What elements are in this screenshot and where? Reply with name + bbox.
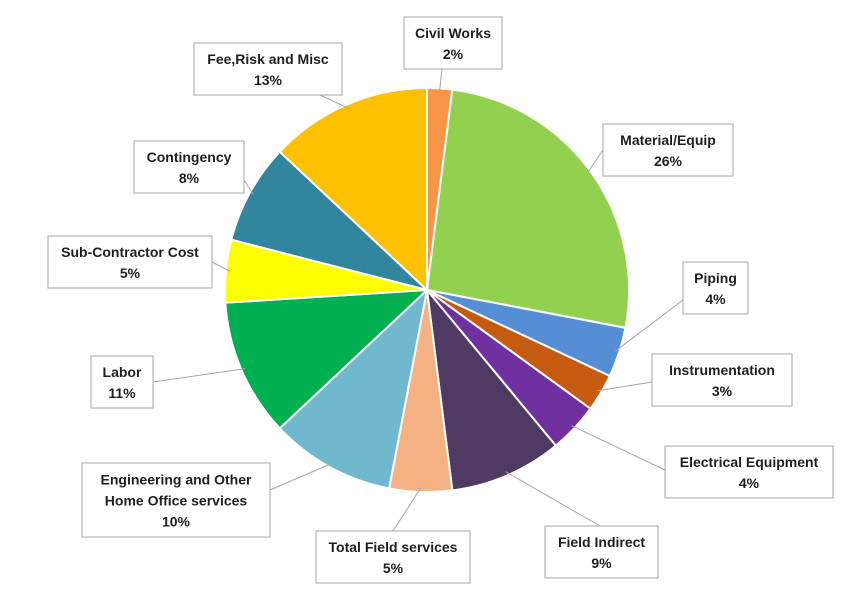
pie-slice-material-equip bbox=[425, 88, 630, 330]
leader-line bbox=[586, 149, 604, 174]
slice-label: Field Indirect bbox=[558, 534, 645, 550]
label-box bbox=[90, 355, 154, 409]
slice-percent: 2% bbox=[443, 46, 464, 62]
data-label: Engineering and Other Home Office service… bbox=[81, 462, 271, 538]
label-box bbox=[403, 16, 503, 70]
pie-slice-labor bbox=[224, 288, 430, 430]
slice-percent: 13% bbox=[254, 72, 283, 88]
leader-lines bbox=[152, 68, 684, 532]
data-labels: Civil Works 2% Material/Equip 26% Piping 4% In… bbox=[47, 16, 834, 584]
label-box bbox=[602, 123, 734, 177]
slice-label: Electrical Equipment bbox=[680, 454, 819, 470]
data-label: Total Field services 5% bbox=[315, 530, 471, 584]
leader-line bbox=[505, 471, 601, 527]
data-label: Instrumentation 3% bbox=[651, 353, 793, 407]
leader-line bbox=[597, 381, 653, 392]
leader-line bbox=[571, 425, 666, 471]
label-box bbox=[193, 42, 343, 96]
leader-line bbox=[438, 68, 443, 93]
slice-label: Total Field services bbox=[329, 539, 458, 555]
label-box bbox=[544, 525, 659, 579]
slice-percent: 5% bbox=[383, 560, 404, 576]
leader-line bbox=[243, 179, 254, 195]
label-box bbox=[81, 462, 271, 538]
leader-line bbox=[319, 94, 349, 109]
label-box bbox=[682, 261, 749, 315]
pie-slice-contingency bbox=[230, 150, 428, 291]
leader-line bbox=[152, 368, 246, 383]
pie-slice-fee-risk-and-misc bbox=[278, 86, 428, 293]
slice-percent: 8% bbox=[179, 170, 200, 186]
data-label: Labor 11% bbox=[90, 355, 154, 409]
data-label: Electrical Equipment 4% bbox=[664, 445, 834, 499]
data-label: Field Indirect 9% bbox=[544, 525, 659, 579]
data-label: Material/Equip 26% bbox=[602, 123, 734, 177]
slice-label: Material/Equip bbox=[620, 132, 716, 148]
pie-slices bbox=[224, 86, 630, 493]
slice-percent: 9% bbox=[591, 555, 612, 571]
leader-line bbox=[392, 487, 422, 532]
slice-label: Sub-Contractor Cost bbox=[61, 244, 199, 260]
data-label: Fee,Risk and Misc 13% bbox=[193, 42, 343, 96]
label-box bbox=[651, 353, 793, 407]
label-box bbox=[315, 530, 471, 584]
data-label: Contingency 8% bbox=[133, 140, 245, 194]
slice-label: Civil Works bbox=[415, 25, 491, 41]
slice-percent: 5% bbox=[120, 265, 141, 281]
slice-label: Engineering and Other bbox=[101, 472, 252, 488]
label-box bbox=[47, 235, 213, 289]
slice-percent: 26% bbox=[654, 153, 683, 169]
slice-label: Labor bbox=[103, 364, 142, 380]
slice-label: Contingency bbox=[147, 149, 232, 165]
pie-slice-engineering-and-other-home-office-services bbox=[278, 287, 429, 490]
data-label: Piping 4% bbox=[682, 261, 749, 315]
leader-line bbox=[211, 261, 231, 272]
slice-percent: 4% bbox=[739, 475, 760, 491]
slice-percent: 3% bbox=[712, 383, 733, 399]
slice-label: Instrumentation bbox=[669, 362, 775, 378]
slice-percent: 11% bbox=[108, 385, 136, 401]
pie-slice-field-indirect bbox=[425, 286, 558, 492]
slice-label: Piping bbox=[694, 270, 737, 286]
leader-line bbox=[269, 463, 332, 491]
slice-label: Home Office services bbox=[105, 493, 248, 509]
label-box bbox=[664, 445, 834, 499]
leader-line bbox=[615, 299, 684, 352]
data-label: Sub-Contractor Cost 5% bbox=[47, 235, 213, 289]
slice-percent: 4% bbox=[705, 291, 726, 307]
label-box bbox=[133, 140, 245, 194]
slice-label: Fee,Risk and Misc bbox=[207, 51, 329, 67]
slice-percent: 10% bbox=[162, 514, 191, 530]
data-label: Civil Works 2% bbox=[403, 16, 503, 70]
